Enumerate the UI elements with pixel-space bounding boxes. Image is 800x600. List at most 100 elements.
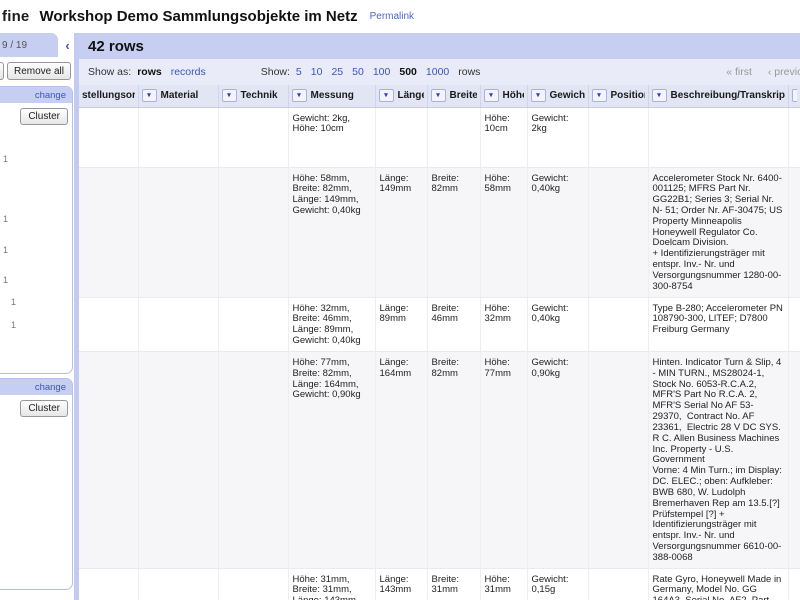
cell-position[interactable] xyxy=(588,297,649,352)
column-dropdown-icon[interactable]: ▾ xyxy=(141,89,157,103)
panel-divider[interactable] xyxy=(74,33,79,600)
show-as-records[interactable]: records xyxy=(170,66,206,78)
cell-beschreibung[interactable]: Hinten. Indicator Turn & Slip, 4 - MIN T… xyxy=(648,351,789,569)
column-dropdown-icon[interactable]: ▾ xyxy=(378,89,394,103)
table-row: Höhe: 32mm, Breite: 46mm, Länge: 89mm, G… xyxy=(79,297,800,352)
cell-beschreibung[interactable]: Accelerometer Stock Nr. 6400-001125; MFR… xyxy=(648,167,789,298)
table-row: Höhe: 31mm, Breite: 31mm, Länge: 143mm, … xyxy=(79,568,800,600)
cell-beschreibung[interactable]: Rate Gyro, Honeywell Made in Germany, Mo… xyxy=(648,568,789,600)
cell-laenge[interactable] xyxy=(375,107,428,168)
cell-herstellungsort[interactable] xyxy=(79,107,139,168)
cell-laenge[interactable]: Länge: 164mm xyxy=(375,351,428,569)
page-sizes-suffix: rows xyxy=(458,66,481,78)
cell-gewicht[interactable]: Gewicht: 0,90kg xyxy=(527,351,589,569)
column-header-messung: ▾ Messung xyxy=(288,85,376,108)
table-row: Höhe: 77mm, Breite: 82mm, Länge: 164mm, … xyxy=(79,351,800,569)
cell-messung[interactable]: Höhe: 32mm, Breite: 46mm, Länge: 89mm, G… xyxy=(288,297,376,352)
cell-position[interactable] xyxy=(588,107,649,168)
cell-position[interactable] xyxy=(588,351,649,569)
facet-1-change-link[interactable]: change xyxy=(34,89,66,101)
cell-breite[interactable] xyxy=(427,107,481,168)
cell-hoehe[interactable]: Höhe: 58mm xyxy=(480,167,528,298)
cell-herstellungsort[interactable] xyxy=(79,351,139,569)
remove-all-button[interactable]: Remove all xyxy=(6,62,71,80)
cell-laenge[interactable]: Länge: 143mm xyxy=(375,568,428,600)
cell-laenge[interactable]: Länge: 89mm xyxy=(375,297,428,352)
column-dropdown-icon[interactable]: ▾ xyxy=(291,89,307,103)
facet-choice-count[interactable]: 1 xyxy=(3,275,9,285)
column-dropdown-icon[interactable]: ▾ xyxy=(483,89,499,103)
cell-material[interactable] xyxy=(138,351,219,569)
column-dropdown-icon[interactable]: ▾ xyxy=(591,89,607,103)
cell-gewicht[interactable]: Gewicht: 0,40kg xyxy=(527,297,589,352)
column-dropdown-icon[interactable]: ▾ xyxy=(530,89,546,103)
column-dropdown-icon[interactable]: ▾ xyxy=(791,89,797,103)
cell-herstellungsort[interactable] xyxy=(79,297,139,352)
facet-1-cluster-button[interactable]: Cluster xyxy=(20,108,68,125)
cell-material[interactable] xyxy=(138,167,219,298)
cell-laenge[interactable]: Länge: 149mm xyxy=(375,167,428,298)
cell-hoehe[interactable]: Höhe: 32mm xyxy=(480,297,528,352)
cell-breite[interactable]: Breite: 31mm xyxy=(427,568,481,600)
cell-messung[interactable]: Gewicht: 2kg, Höhe: 10cm xyxy=(288,107,376,168)
pagination-previous[interactable]: ‹ previous xyxy=(767,66,800,78)
column-dropdown-icon[interactable]: ▾ xyxy=(430,89,446,103)
facet-choice-count[interactable]: 1 xyxy=(11,297,17,307)
facet-sidebar: 9 / 19 ‹ Remove all change Cluster 1 1 1… xyxy=(0,33,75,600)
facet-2-cluster-button[interactable]: Cluster xyxy=(20,400,68,417)
facet-choice-count[interactable]: 1 xyxy=(3,214,9,224)
column-label: Gewicht xyxy=(549,90,585,102)
column-dropdown-icon[interactable]: ▾ xyxy=(651,89,667,103)
facet-choice-count[interactable]: 1 xyxy=(3,245,9,255)
cell-messung[interactable]: Höhe: 58mm, Breite: 82mm, Länge: 149mm, … xyxy=(288,167,376,298)
cell-technik[interactable] xyxy=(218,297,289,352)
cell-technik[interactable] xyxy=(218,351,289,569)
cell-hoehe[interactable]: Höhe: 31mm xyxy=(480,568,528,600)
page-size-1000[interactable]: 1000 xyxy=(425,66,450,78)
permalink-link[interactable]: Permalink xyxy=(369,11,415,22)
reset-all-button-fragment[interactable] xyxy=(0,62,4,80)
cell-messung[interactable]: Höhe: 31mm, Breite: 31mm, Länge: 143mm, … xyxy=(288,568,376,600)
undo-redo-count: 9 / 19 xyxy=(2,39,28,51)
cell-material[interactable] xyxy=(138,568,219,600)
cell-breite[interactable]: Breite: 46mm xyxy=(427,297,481,352)
page-size-50[interactable]: 50 xyxy=(352,66,364,78)
page-size-500[interactable]: 500 xyxy=(399,66,417,78)
cell-herstellungsort[interactable] xyxy=(79,167,139,298)
column-label: Länge xyxy=(397,90,424,102)
column-label: Breite xyxy=(449,90,477,102)
tab-undo-redo[interactable]: 9 / 19 xyxy=(0,33,58,57)
cell-gewicht[interactable]: Gewicht: 0,40kg xyxy=(527,167,589,298)
cell-material[interactable] xyxy=(138,107,219,168)
cell-technik[interactable] xyxy=(218,167,289,298)
page-size-5[interactable]: 5 xyxy=(295,66,302,78)
openrefine-logo[interactable]: fine xyxy=(2,8,30,25)
facet-choice-count[interactable]: 1 xyxy=(3,154,9,164)
cell-position[interactable] xyxy=(588,568,649,600)
cell-material[interactable] xyxy=(138,297,219,352)
cell-messung[interactable]: Höhe: 77mm, Breite: 82mm, Länge: 164mm, … xyxy=(288,351,376,569)
project-title[interactable]: Workshop Demo Sammlungsobjekte im Netz xyxy=(39,8,358,25)
cell-gewicht[interactable]: Gewicht: 0,15g xyxy=(527,568,589,600)
cell-breite[interactable]: Breite: 82mm xyxy=(427,351,481,569)
cell-beschreibung[interactable] xyxy=(648,107,789,168)
collapse-sidebar-button[interactable]: ‹ xyxy=(60,35,75,55)
cell-breite[interactable]: Breite: 82mm xyxy=(427,167,481,298)
cell-hoehe[interactable]: Höhe: 10cm xyxy=(480,107,528,168)
column-dropdown-icon[interactable]: ▾ xyxy=(221,89,237,103)
page-size-25[interactable]: 25 xyxy=(331,66,344,78)
page-size-100[interactable]: 100 xyxy=(372,66,391,78)
page-size-10[interactable]: 10 xyxy=(310,66,323,78)
facet-2-change-link[interactable]: change xyxy=(34,381,66,393)
pagination-first[interactable]: « first xyxy=(726,66,752,78)
cell-herstellungsort[interactable] xyxy=(79,568,139,600)
facet-panel-2: change Cluster xyxy=(0,378,73,590)
cell-technik[interactable] xyxy=(218,107,289,168)
cell-hoehe[interactable]: Höhe: 77mm xyxy=(480,351,528,569)
cell-technik[interactable] xyxy=(218,568,289,600)
cell-position[interactable] xyxy=(588,167,649,298)
cell-gewicht[interactable]: Gewicht: 2kg xyxy=(527,107,589,168)
show-as-rows[interactable]: rows xyxy=(137,66,162,78)
cell-beschreibung[interactable]: Type B-280; Accelerometer PN 108790-300,… xyxy=(648,297,789,352)
facet-choice-count[interactable]: 1 xyxy=(11,320,17,330)
